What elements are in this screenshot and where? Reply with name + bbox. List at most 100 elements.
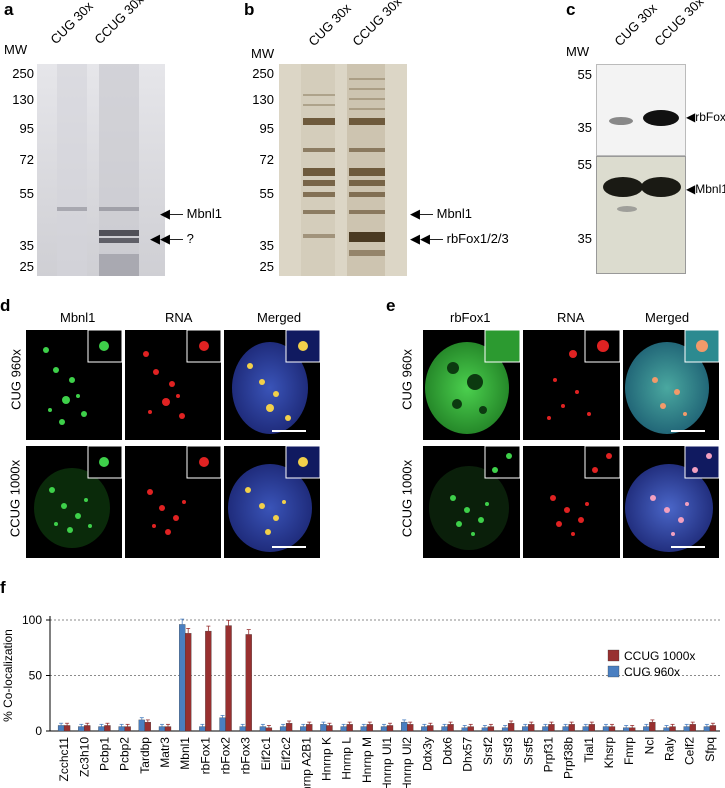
bar — [205, 630, 212, 732]
y-tick-label: 0 — [35, 724, 42, 738]
bar — [562, 726, 569, 732]
x-tick-label: Hnrnp L — [340, 737, 354, 780]
bar — [104, 725, 111, 732]
x-tick-label: Ddx6 — [441, 737, 455, 765]
bar — [703, 726, 711, 732]
bar — [124, 726, 131, 732]
x-tick-label: Srsf3 — [501, 737, 515, 765]
x-tick-label: Eif2c1 — [259, 737, 273, 771]
bar — [683, 726, 690, 732]
bar — [118, 726, 125, 732]
gel-a-arrow-mbnl1: ◀— Mbnl1 — [160, 206, 223, 221]
blot-c-arrow-rbfox1: ◀rbFox1 — [686, 110, 725, 124]
bar — [709, 725, 717, 732]
bar — [602, 726, 610, 732]
bar — [441, 726, 448, 732]
bar — [259, 726, 267, 732]
bar — [507, 723, 515, 732]
arrow-left-icon: ◀— — [160, 206, 183, 221]
x-tick-label: Hnrnp Ul1 — [380, 737, 394, 788]
gel-b-mw-label: MW — [251, 46, 275, 61]
x-tick-label: Ncl — [642, 737, 656, 754]
blot-c-bottom — [596, 156, 686, 274]
gel-a-lane-2: CCUG 30x — [91, 0, 147, 48]
x-tick-label: Sfpq — [703, 737, 717, 762]
x-tick-label: Tardbp — [138, 737, 152, 774]
bar — [366, 724, 373, 732]
x-tick-label: Celf2 — [683, 737, 697, 765]
double-arrow-left-icon: ◀◀— — [150, 231, 183, 246]
x-tick-label: Prpf31 — [541, 737, 555, 773]
gel-a-image — [37, 64, 165, 276]
bar — [199, 726, 206, 732]
bar — [279, 726, 287, 732]
legend-swatch — [607, 665, 620, 678]
colocalization-chart: 0 50 100 % Co-localization Zcchc11 Zc3h10 Pcbp… — [1, 613, 720, 788]
gel-b-tick: 35 — [259, 238, 274, 253]
panel-label-a: a — [4, 0, 14, 19]
x-tick-label: Raly — [663, 737, 677, 761]
bar — [179, 624, 186, 732]
panel-label-d: d — [0, 296, 11, 315]
bar — [663, 727, 670, 732]
x-tick-label: Dhx57 — [461, 737, 475, 772]
bar — [340, 726, 347, 732]
blot-c-mw-label: MW — [566, 44, 590, 59]
panel-d-row-2: CCUG 1000x — [7, 459, 23, 538]
bar — [421, 726, 428, 732]
arrow-left-icon: ◀ — [686, 110, 696, 124]
blot-c-tick: 55 — [577, 67, 592, 82]
bar — [643, 726, 650, 732]
gel-a-tick: 130 — [12, 92, 34, 107]
x-tick-label: Mbnl1 — [178, 737, 192, 770]
y-tick-label: 50 — [29, 669, 43, 683]
panel-d-col-2: RNA — [165, 310, 193, 325]
panel-e-row-1: CUG 960x — [399, 349, 415, 410]
blot-c-tick: 35 — [577, 231, 592, 246]
gel-a-tick: 35 — [19, 238, 34, 253]
x-tick-label: Srsf5 — [521, 737, 535, 765]
legend-label: CUG 960x — [624, 665, 680, 679]
legend-swatch — [607, 649, 620, 662]
bar — [326, 725, 333, 732]
gel-b-lane-1: CUG 30x — [305, 0, 354, 50]
gel-a-mw-label: MW — [4, 42, 28, 57]
bar — [320, 724, 327, 732]
x-tick-label: Zc3h10 — [77, 737, 91, 777]
bar — [649, 721, 656, 732]
bar — [164, 726, 172, 732]
bar — [138, 719, 145, 732]
bar — [386, 725, 394, 732]
bar — [481, 727, 489, 732]
bar — [285, 723, 293, 732]
bar — [57, 725, 65, 732]
bar — [528, 724, 535, 732]
bar — [568, 724, 575, 732]
panel-label-b: b — [244, 0, 255, 19]
bar — [467, 726, 474, 732]
gel-a-tick: 55 — [19, 186, 34, 201]
gel-a-tick: 25 — [19, 259, 34, 274]
double-arrow-left-icon: ◀◀— — [410, 231, 443, 246]
bar — [401, 721, 408, 732]
x-tick-label: Pcbp1 — [97, 737, 111, 771]
panel-d-col-3: Merged — [257, 310, 302, 325]
arrow-left-icon: ◀— — [410, 206, 433, 221]
blot-c-bottom-bands — [603, 177, 681, 212]
bar — [582, 726, 589, 732]
bar — [407, 724, 414, 732]
x-tick-label: Hnrnp A2B1 — [299, 737, 313, 788]
bar — [548, 724, 555, 732]
bar — [78, 726, 85, 732]
gel-a-tick: 95 — [19, 121, 34, 136]
bar — [219, 717, 226, 732]
bar — [306, 724, 313, 732]
x-tick-label: Hnrnp M — [360, 737, 374, 783]
gel-b-image — [279, 64, 407, 276]
blot-c-top-bands — [609, 110, 679, 126]
x-tick-label: Tial1 — [582, 737, 596, 763]
bar — [461, 727, 468, 732]
x-tick-label: Zcchc11 — [57, 737, 71, 782]
x-tick-label: Hnrnp Ul2 — [400, 737, 414, 788]
panel-d-col-1: Mbnl1 — [60, 310, 96, 325]
